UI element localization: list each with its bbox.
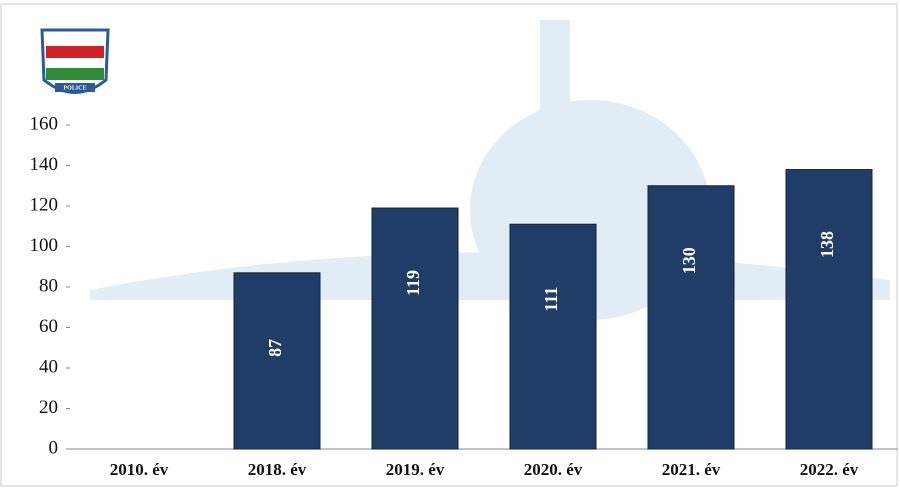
x-tick-label: 2018. év	[248, 460, 307, 479]
bar	[785, 169, 873, 450]
x-tick-label: 2019. év	[386, 460, 445, 479]
frame	[0, 3, 898, 487]
bar	[371, 207, 459, 450]
y-tick-label: 20	[39, 397, 58, 418]
value-label: 87	[265, 339, 285, 357]
x-tick-label: 2021. év	[662, 460, 721, 479]
y-tick-label: 60	[39, 316, 58, 337]
logo: RENDŐRSÉG POLICE	[40, 28, 110, 94]
bar	[509, 223, 597, 450]
background-building	[90, 20, 890, 320]
value-label: 119	[403, 270, 423, 296]
y-tick-label: 80	[39, 275, 58, 296]
logo-bottom-text: POLICE	[63, 85, 86, 91]
value-label: 130	[679, 247, 699, 274]
y-tick-label: 0	[49, 437, 59, 458]
x-tick-label: 2010. év	[110, 460, 169, 479]
bar	[647, 185, 735, 450]
y-tick-label: 40	[39, 356, 58, 377]
y-tick-label: 140	[30, 154, 59, 175]
x-tick-label: 2020. év	[524, 460, 583, 479]
x-tick-label: 2022. év	[800, 460, 859, 479]
logo-top-text: RENDŐRSÉG	[56, 33, 94, 41]
bar	[233, 272, 321, 450]
y-tick-label: 160	[30, 113, 59, 134]
y-tick-label: 120	[30, 194, 59, 215]
value-label: 111	[541, 287, 561, 312]
y-tick-label: 100	[30, 235, 59, 256]
value-label: 138	[817, 231, 837, 258]
